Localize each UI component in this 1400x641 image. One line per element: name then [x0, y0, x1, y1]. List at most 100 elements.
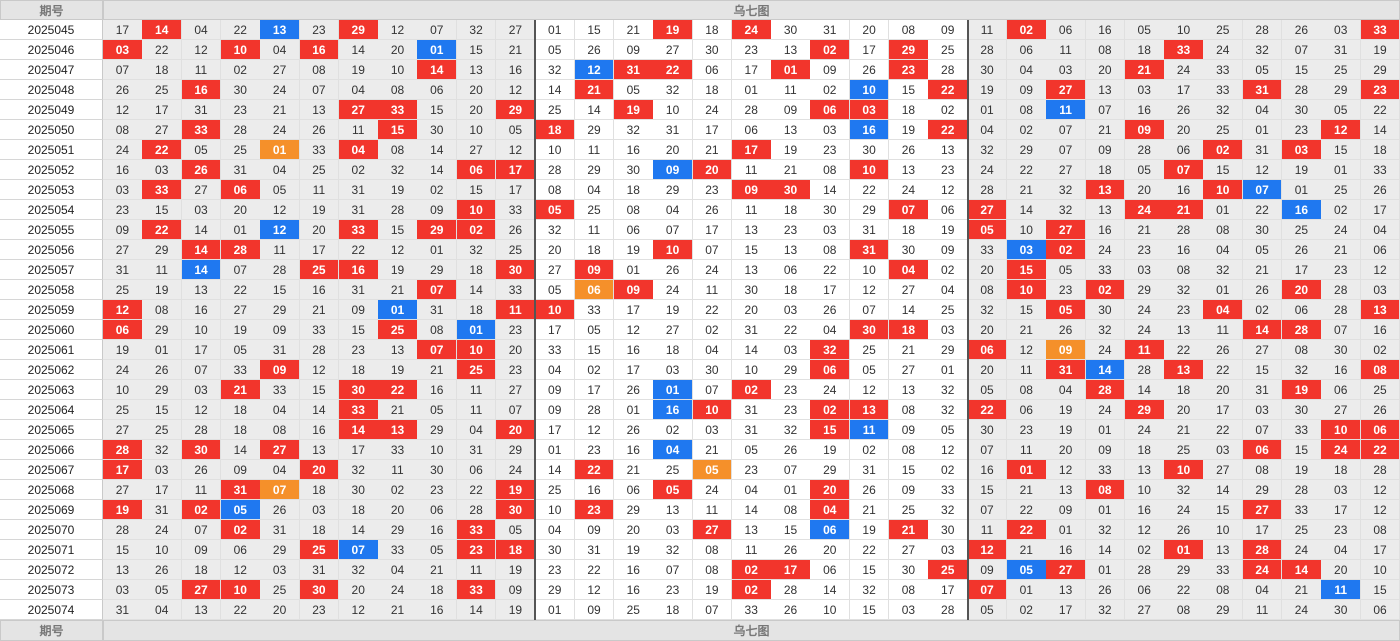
number-cell: 07: [692, 240, 733, 260]
number-cell-hit: 31: [1046, 360, 1086, 380]
number-cell: 07: [692, 380, 733, 400]
number-cell: 30: [967, 60, 1008, 80]
number-cell: 06: [692, 60, 733, 80]
number-cell: 32: [967, 140, 1008, 160]
number-cell-hit: 02: [1046, 240, 1086, 260]
number-cell: 18: [220, 420, 261, 440]
number-cell-hit: 28: [1242, 540, 1283, 560]
number-cell: 16: [417, 600, 458, 620]
number-cell-hit: 05: [967, 220, 1008, 240]
number-cell: 09: [338, 300, 379, 320]
number-cell-hit: 30: [181, 440, 222, 460]
number-cell-hit: 29: [496, 100, 536, 120]
number-cell: 19: [220, 320, 261, 340]
number-cell: 16: [299, 280, 340, 300]
number-cell: 17: [1046, 600, 1086, 620]
number-cell: 04: [692, 340, 733, 360]
number-cell: 14: [181, 220, 222, 240]
number-cell: 07: [1321, 320, 1362, 340]
number-cell: 17: [103, 20, 143, 40]
number-cell: 21: [378, 280, 418, 300]
number-cell: 18: [338, 500, 379, 520]
number-cell: 14: [1085, 540, 1126, 560]
number-cell: 20: [810, 540, 851, 560]
number-cell: 31: [142, 500, 183, 520]
number-cell: 29: [1321, 80, 1362, 100]
number-cell-hit: 30: [771, 180, 811, 200]
number-cell: 01: [1242, 120, 1283, 140]
number-cell: 11: [731, 200, 772, 220]
number-cell-hit: 13: [849, 400, 890, 420]
period-cell: 2025056: [0, 240, 103, 260]
number-cell: 20: [967, 360, 1008, 380]
number-cell: 33: [967, 240, 1008, 260]
number-cell-hit: 06: [220, 180, 261, 200]
number-cell: 26: [849, 480, 890, 500]
number-cell: 08: [810, 240, 851, 260]
number-cell: 05: [1242, 60, 1283, 80]
number-cell: 15: [849, 600, 890, 620]
number-cell: 18: [653, 600, 693, 620]
number-cell-hit: 10: [220, 580, 261, 600]
number-cell-hit: 04: [653, 440, 693, 460]
number-cell-hit: 07: [967, 580, 1008, 600]
number-cell: 11: [142, 260, 183, 280]
number-cell: 15: [142, 200, 183, 220]
number-cell-hit: 10: [1164, 460, 1204, 480]
number-cell: 14: [1203, 480, 1244, 500]
number-cell: 15: [142, 400, 183, 420]
number-cell: 21: [1006, 320, 1047, 340]
number-cell-hit: 01: [653, 380, 693, 400]
number-cell-hit: 17: [731, 140, 772, 160]
number-cell-hit: 27: [1046, 220, 1086, 240]
number-cell-hit: 28: [1282, 320, 1322, 340]
number-cell-hit: 25: [456, 360, 497, 380]
number-cell: 03: [928, 320, 969, 340]
number-cell: 05: [731, 440, 772, 460]
number-cell: 14: [220, 440, 261, 460]
number-cell: 11: [574, 140, 615, 160]
number-cell: 28: [299, 340, 340, 360]
number-cell: 10: [103, 380, 143, 400]
number-cell-hit: 20: [496, 420, 536, 440]
period-cell: 2025072: [0, 560, 103, 580]
number-cell-hit: 02: [731, 580, 772, 600]
number-cell: 15: [456, 40, 497, 60]
number-cell: 12: [574, 420, 615, 440]
number-cell: 22: [142, 40, 183, 60]
footer-period-label: 期号: [0, 620, 103, 641]
number-cell: 25: [535, 480, 576, 500]
number-cell: 13: [299, 100, 340, 120]
number-cell: 29: [574, 160, 615, 180]
number-cell: 13: [889, 160, 929, 180]
number-cell: 16: [103, 160, 143, 180]
number-cell-hit: 08: [1085, 480, 1126, 500]
number-cell-hit: 21: [889, 520, 929, 540]
number-cell: 27: [496, 20, 536, 40]
number-cell-hit: 09: [260, 360, 300, 380]
number-cell: 12: [260, 200, 300, 220]
number-cell: 09: [181, 540, 222, 560]
number-cell: 18: [220, 400, 261, 420]
number-cell: 01: [1085, 500, 1126, 520]
number-cell: 09: [889, 480, 929, 500]
number-cell-hit: 22: [378, 380, 418, 400]
number-cell: 13: [771, 240, 811, 260]
number-cell: 01: [1085, 560, 1126, 580]
number-cell: 27: [1203, 460, 1244, 480]
number-cell: 15: [889, 460, 929, 480]
number-cell: 29: [417, 260, 458, 280]
number-cell: 11: [1242, 600, 1283, 620]
number-cell: 20: [1321, 560, 1362, 580]
number-cell: 31: [103, 600, 143, 620]
number-cell-hit: 33: [181, 120, 222, 140]
number-cell: 31: [103, 260, 143, 280]
number-cell: 02: [849, 440, 890, 460]
number-cell: 25: [142, 80, 183, 100]
number-cell: 17: [574, 380, 615, 400]
number-cell-hit: 09: [613, 280, 654, 300]
number-cell: 12: [1360, 480, 1400, 500]
number-cell-hit: 05: [1006, 560, 1047, 580]
number-cell: 08: [889, 400, 929, 420]
number-cell-hit: 07: [417, 280, 458, 300]
